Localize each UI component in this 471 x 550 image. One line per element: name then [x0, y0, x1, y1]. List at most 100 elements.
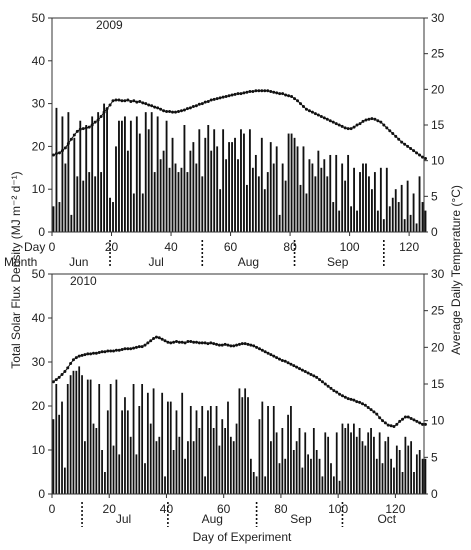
bar: [355, 436, 358, 494]
temperature-point: [217, 343, 221, 347]
bar: [183, 125, 186, 232]
temperature-point: [197, 102, 201, 106]
temperature-point: [340, 124, 344, 128]
temperature-point: [412, 149, 416, 153]
bar: [180, 167, 183, 232]
bar: [161, 392, 164, 494]
bar: [152, 388, 155, 494]
bar: [138, 133, 141, 232]
temperature-point: [242, 91, 246, 95]
bar: [221, 419, 224, 494]
temperature-point: [366, 405, 370, 409]
temperature-point: [235, 343, 239, 347]
bar: [121, 410, 123, 494]
bar: [100, 172, 103, 232]
bar: [358, 428, 361, 494]
temperature-point: [322, 116, 326, 120]
bar: [390, 458, 392, 494]
temperature-point: [218, 96, 222, 100]
temperature-point: [423, 157, 427, 161]
bar: [118, 120, 120, 232]
temperature-point: [349, 397, 353, 401]
y-tick-label: 10: [32, 182, 46, 196]
temperature-point: [296, 99, 300, 103]
temperature-point: [192, 340, 196, 344]
temperature-point: [255, 345, 259, 349]
bar: [187, 441, 189, 494]
temperature-point: [418, 421, 422, 425]
bar: [212, 428, 215, 494]
bar: [209, 406, 212, 494]
x-tick-label: 60: [224, 240, 238, 254]
bar: [135, 454, 138, 494]
bar: [92, 423, 95, 494]
temperature-point: [403, 415, 407, 419]
bar: [229, 436, 232, 494]
bar: [213, 129, 216, 232]
bar: [261, 401, 264, 494]
temperature-point: [364, 118, 368, 122]
temperature-point: [186, 339, 190, 343]
bar: [177, 172, 180, 232]
bar: [218, 445, 221, 494]
temperature-point: [114, 348, 118, 352]
bar: [260, 137, 263, 232]
bar: [395, 445, 398, 494]
temperature-point: [176, 109, 180, 113]
temperature-point: [269, 89, 273, 93]
temperature-point: [120, 348, 124, 352]
bar: [101, 450, 103, 494]
temperature-point: [363, 403, 367, 407]
temperature-point: [237, 342, 241, 346]
bar: [129, 436, 132, 494]
temperature-point: [140, 345, 144, 349]
temperature-point: [90, 123, 94, 127]
bar: [106, 410, 109, 494]
bar: [323, 159, 326, 232]
bar: [421, 202, 424, 232]
bar: [394, 189, 397, 232]
temperature-point: [293, 97, 297, 101]
temperature-point: [177, 340, 181, 344]
temperature-point: [183, 341, 187, 345]
bar: [85, 125, 88, 232]
temperature-point: [388, 129, 392, 133]
bar: [298, 428, 301, 494]
bar: [409, 214, 412, 232]
bar: [341, 423, 344, 494]
temperature-point: [335, 390, 339, 394]
bar: [379, 167, 382, 232]
temperature-point: [346, 397, 350, 401]
temperature-point: [102, 110, 106, 114]
bar: [305, 193, 308, 232]
temperature-point: [141, 101, 145, 105]
month-label: Jul: [116, 512, 131, 526]
bar: [144, 112, 147, 232]
temperature-point: [134, 345, 138, 349]
temperature-point: [109, 349, 113, 353]
bar: [404, 436, 407, 494]
temperature-point: [306, 371, 310, 375]
temperature-point: [397, 137, 401, 141]
bar: [269, 142, 272, 232]
temperature-point: [346, 127, 350, 131]
temperature-point: [316, 113, 320, 117]
temperature-point: [84, 126, 88, 130]
bar: [109, 384, 112, 494]
bar: [364, 445, 367, 494]
bar: [410, 441, 413, 494]
bar: [275, 146, 278, 232]
bar: [424, 210, 427, 232]
temperature-point: [87, 125, 91, 129]
bar: [281, 163, 284, 232]
bar: [88, 172, 91, 232]
bar: [415, 454, 418, 494]
temperature-point: [245, 90, 249, 94]
x-axis-prefix: Day: [24, 240, 45, 254]
bar: [175, 410, 178, 494]
bar: [123, 116, 126, 232]
temperature-point: [103, 350, 107, 354]
temperature-point: [144, 102, 148, 106]
bar: [391, 197, 394, 232]
y2-tick-label: 5: [431, 450, 438, 464]
